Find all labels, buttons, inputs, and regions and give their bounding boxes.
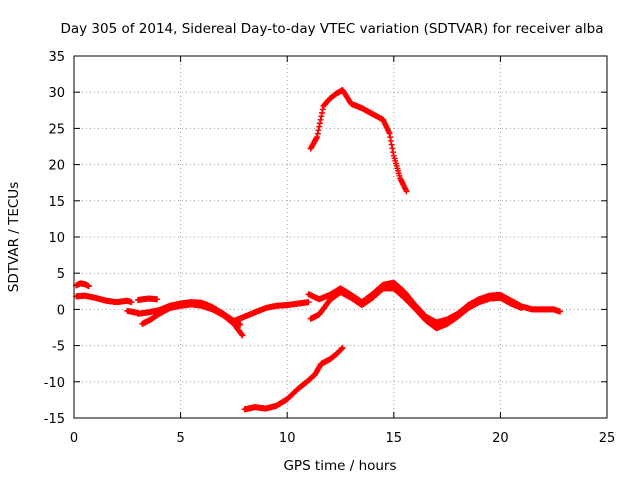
x-tick-label: 5 [176, 431, 184, 446]
x-tick-label: 25 [599, 431, 616, 446]
y-tick-label: -10 [44, 376, 65, 391]
data-point [386, 130, 393, 137]
plot-frame [73, 55, 608, 419]
data-series [73, 87, 564, 413]
data-series-arc-2 [73, 292, 135, 306]
y-tick-label: -15 [44, 412, 65, 427]
data-series-arc-8 [241, 371, 318, 413]
data-series-arc-9 [311, 344, 346, 378]
y-tick-label: 25 [48, 122, 65, 137]
data-point [315, 127, 322, 134]
data-point [339, 344, 346, 351]
data-point [318, 113, 325, 120]
data-point [387, 134, 394, 141]
y-tick-label: 15 [48, 195, 65, 210]
x-tick-label: 10 [279, 431, 296, 446]
data-point [316, 123, 323, 130]
x-tick-label: 20 [492, 431, 509, 446]
data-point [403, 188, 410, 195]
data-point [85, 283, 92, 290]
y-tick-label: -5 [52, 340, 65, 355]
data-series-arc-1 [73, 280, 92, 290]
data-point [314, 134, 321, 141]
data-series-arc-10 [305, 279, 564, 326]
data-series-arc-11 [307, 285, 525, 332]
data-point [389, 145, 396, 152]
data-point [314, 130, 321, 137]
axis-ticks: 0 5 10 15 20 25 -15 -10 -5 0 5 10 15 20 25 30 35 [44, 50, 616, 446]
x-tick-label: 15 [386, 431, 403, 446]
y-tick-label: 10 [48, 231, 65, 246]
gridlines [74, 56, 607, 418]
data-point [239, 332, 246, 339]
data-point [128, 299, 135, 306]
data-point [154, 296, 161, 303]
chart-title: Day 305 of 2014, Sidereal Day-to-day VTE… [60, 21, 603, 37]
data-point [518, 304, 525, 311]
y-tick-label: 5 [57, 267, 65, 282]
y-tick-label: 0 [57, 303, 65, 318]
data-series-arc-7 [230, 299, 312, 324]
data-point [388, 141, 395, 148]
y-axis-label: SDTVAR / TECUs [6, 182, 22, 292]
data-point [316, 120, 323, 127]
y-tick-label: 35 [48, 50, 65, 65]
data-series-arc-6 [139, 301, 246, 339]
y-tick-label: 20 [48, 159, 65, 174]
data-point [313, 135, 320, 142]
data-point [557, 308, 564, 315]
data-point [390, 149, 397, 156]
data-series-arc-4 [134, 295, 161, 303]
data-point [237, 321, 244, 328]
data-point [319, 106, 326, 113]
x-tick-label: 0 [70, 431, 78, 446]
data-point [238, 331, 245, 338]
data-point [319, 109, 326, 116]
data-series-arc-12 [307, 87, 410, 195]
data-point [387, 137, 394, 144]
data-point [317, 116, 324, 123]
y-tick-label: 30 [48, 86, 65, 101]
x-axis-label: GPS time / hours [283, 458, 396, 474]
data-point [338, 345, 345, 352]
data-point [305, 299, 312, 306]
